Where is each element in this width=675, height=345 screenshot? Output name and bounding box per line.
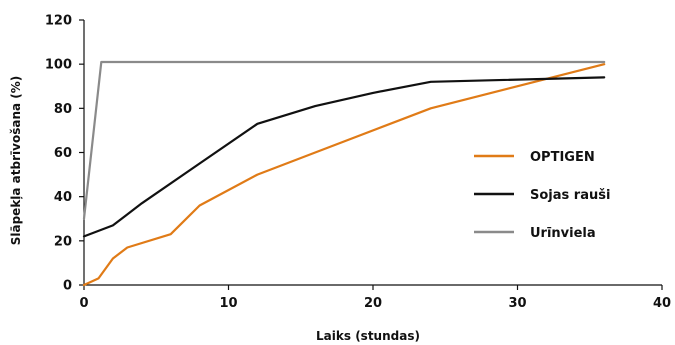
legend-label: OPTIGEN — [530, 150, 595, 165]
legend: OPTIGEN Sojas rauši Urīnviela — [474, 150, 610, 241]
y-tick-label: 80 — [54, 102, 72, 117]
x-tick-label: 40 — [653, 296, 671, 311]
x-tick-label: 10 — [219, 296, 237, 311]
x-tick-label: 0 — [79, 296, 88, 311]
y-axis-ticks: 0 20 40 60 80 100 120 — [45, 14, 84, 294]
x-tick-label: 20 — [364, 296, 382, 311]
y-tick-label: 60 — [54, 146, 72, 161]
y-tick-label: 0 — [63, 279, 72, 294]
series-line-optigen — [82, 63, 606, 287]
y-tick-label: 20 — [54, 234, 72, 249]
series-line-sojas-rausi — [82, 76, 606, 238]
y-axis-title: Slāpekļa atbrīvošana (%) — [9, 76, 23, 246]
x-tick-label: 30 — [508, 296, 526, 311]
y-tick-label: 40 — [54, 190, 72, 205]
x-axis-title: Laiks (stundas) — [316, 329, 420, 343]
series-lines — [82, 60, 606, 287]
y-tick-label: 120 — [45, 14, 72, 29]
x-axis-ticks: 0 10 20 30 40 — [79, 285, 671, 311]
legend-label: Sojas rauši — [530, 188, 610, 203]
y-tick-label: 100 — [45, 58, 72, 73]
series-line-urinviela — [82, 60, 606, 220]
legend-label: Urīnviela — [530, 226, 596, 241]
